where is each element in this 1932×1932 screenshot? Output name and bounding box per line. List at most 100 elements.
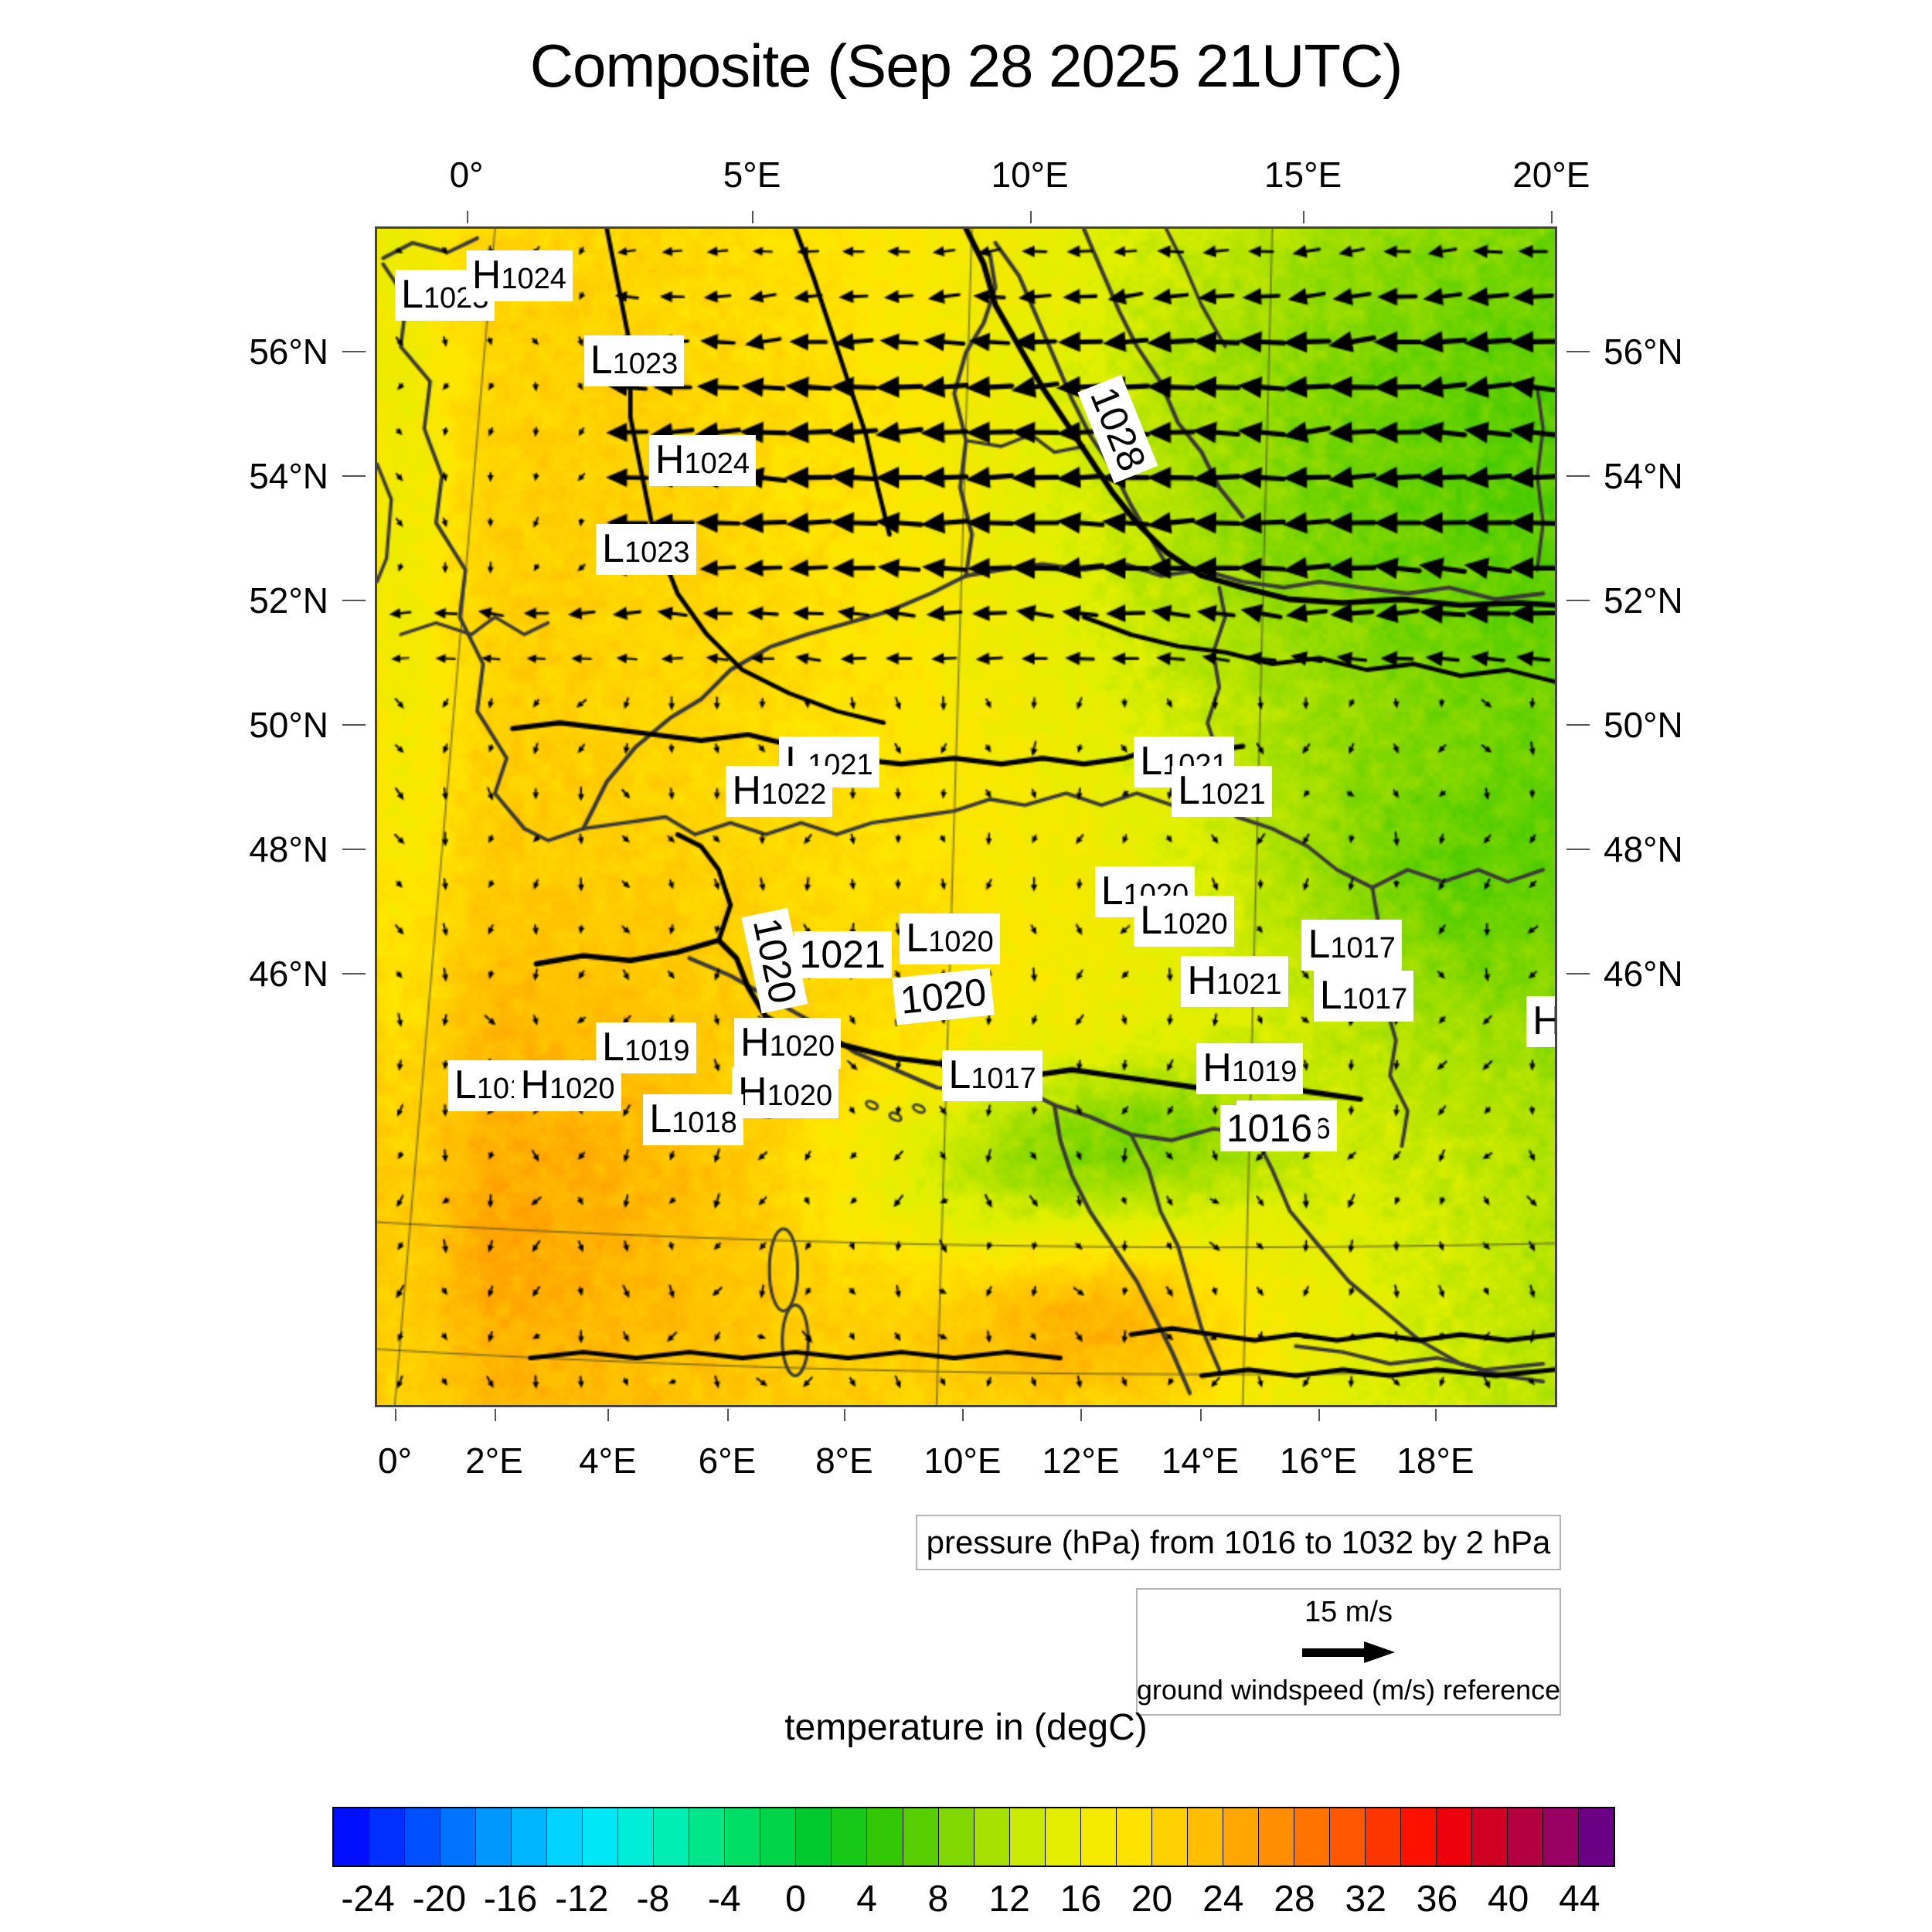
wind-arrow-icon (1302, 1641, 1395, 1663)
axis-tick (1303, 211, 1305, 223)
pressure-legend: pressure (hPa) from 1016 to 1032 by 2 hP… (916, 1515, 1561, 1570)
colorbar-segment (476, 1808, 512, 1866)
axis-label-left: 50°N (249, 705, 328, 745)
axis-label-bottom: 6°E (698, 1440, 757, 1481)
colorbar-tick-label: 40 (1487, 1879, 1529, 1920)
axis-label-left: 48°N (249, 829, 328, 869)
axis-label-bottom: 16°E (1279, 1440, 1358, 1481)
colorbar-segment (654, 1808, 690, 1866)
colorbar-segment (760, 1808, 797, 1866)
axis-label-right: 48°N (1604, 829, 1683, 869)
axis-label-top: 0° (449, 155, 484, 195)
colorbar-segment (689, 1808, 726, 1866)
colorbar-segment (1400, 1808, 1437, 1866)
colorbar-tick-label: 32 (1345, 1879, 1386, 1920)
axis-label-bottom: 18°E (1396, 1440, 1475, 1481)
colorbar-tick-label: 36 (1416, 1879, 1458, 1920)
colorbar-tick-label: 8 (927, 1879, 949, 1920)
axis-label-top: 15°E (1264, 155, 1342, 195)
axis-label-right: 50°N (1604, 705, 1683, 745)
axis-tick (607, 1409, 610, 1421)
colorbar-tick-label: -4 (707, 1879, 741, 1920)
colorbar-tick-label: -20 (412, 1879, 467, 1920)
colorbar-segment (1543, 1808, 1580, 1866)
axis-tick (1566, 351, 1590, 352)
map-raster (377, 229, 1555, 1405)
wind-speed-value: 15 m/s (1304, 1596, 1393, 1628)
axis-tick (342, 849, 366, 850)
colorbar-segment (796, 1808, 832, 1866)
colorbar-tick-label: 4 (856, 1879, 878, 1920)
isobar-value-label: 1020 (891, 968, 995, 1025)
axis-tick (342, 351, 366, 352)
axis-tick (726, 1409, 729, 1421)
colorbar-tick-label: 20 (1131, 1879, 1173, 1920)
axis-label-top: 5°E (723, 155, 781, 195)
high-pressure-label: H1020 (514, 1060, 621, 1111)
high-pressure-label: H1024 (465, 250, 573, 301)
colorbar (332, 1807, 1615, 1867)
axis-tick (1080, 1409, 1083, 1421)
low-pressure-label: L1023 (583, 335, 685, 386)
axis-tick (1566, 600, 1590, 601)
axis-label-bottom: 12°E (1042, 1440, 1120, 1481)
colorbar-tick-label: 24 (1202, 1879, 1244, 1920)
low-pressure-label: L1020 (900, 913, 1000, 965)
colorbar-segment (903, 1808, 939, 1866)
axis-tick (1318, 1409, 1320, 1421)
low-pressure-label: L1021 (1172, 766, 1272, 818)
colorbar-segment (1472, 1808, 1509, 1866)
axis-tick (1566, 849, 1590, 850)
axis-tick (1566, 475, 1590, 477)
axis-tick (395, 1409, 396, 1421)
colorbar-segment (1187, 1808, 1223, 1866)
axis-tick (342, 724, 366, 726)
low-pressure-label: L1023 (596, 524, 696, 575)
colorbar-segment (334, 1808, 370, 1866)
axis-tick (342, 475, 366, 477)
colorbar-segment (1329, 1808, 1366, 1866)
colorbar-segment (725, 1808, 761, 1866)
axis-label-right: 54°N (1604, 456, 1683, 496)
axis-label-bottom: 2°E (465, 1440, 523, 1481)
colorbar-segment (1116, 1808, 1152, 1866)
colorbar-tick-label: 44 (1559, 1879, 1600, 1920)
axis-label-left: 46°N (249, 954, 328, 994)
axis-label-left: 52°N (249, 580, 328, 621)
isobar-value-label: 1016 (1219, 1104, 1319, 1152)
axis-tick (844, 1409, 846, 1421)
axis-tick (466, 211, 468, 223)
colorbar-segment (583, 1808, 619, 1866)
high-pressure-label: H1020 (734, 1017, 842, 1069)
colorbar-segment (1223, 1808, 1259, 1866)
map-panel[interactable]: L1023 H1024 L1023 H1024 L1023 L1021 H1022 L1021… (375, 226, 1557, 1407)
low-pressure-label: L1017 (1301, 919, 1402, 971)
wind-reference-legend: 15 m/s ground windspeed (m/s) reference (1136, 1588, 1561, 1716)
colorbar-segment (1365, 1808, 1401, 1866)
high-pressure-label: H1020 (732, 1066, 839, 1118)
pressure-legend-text: pressure (hPa) from 1016 to 1032 by 2 hP… (926, 1524, 1551, 1560)
axis-tick (494, 1409, 496, 1421)
axis-label-left: 56°N (249, 332, 328, 372)
axis-label-right: 46°N (1604, 954, 1683, 994)
axis-tick (342, 973, 366, 975)
high-pressure-label: H1022 (726, 766, 833, 818)
colorbar-tick-label: -16 (483, 1879, 538, 1920)
colorbar-tick-label: 28 (1274, 1879, 1315, 1920)
axis-label-right: 56°N (1604, 332, 1683, 372)
colorbar-segment (867, 1808, 903, 1866)
low-pressure-label: L1020 (1134, 896, 1234, 947)
colorbar-segment (832, 1808, 868, 1866)
axis-label-top: 20°E (1512, 155, 1590, 195)
colorbar-segment (1009, 1808, 1046, 1866)
axis-label-bottom: 0° (378, 1440, 412, 1481)
low-pressure-label: L1017 (942, 1050, 1043, 1102)
colorbar-title: temperature in (degC) (784, 1707, 1148, 1748)
axis-tick (1566, 973, 1590, 975)
axis-label-top: 10°E (991, 155, 1069, 195)
high-pressure-label: H (1526, 996, 1555, 1048)
axis-tick (1029, 211, 1032, 223)
colorbar-tick-label: 12 (988, 1879, 1030, 1920)
colorbar-tick-label: 16 (1060, 1879, 1102, 1920)
